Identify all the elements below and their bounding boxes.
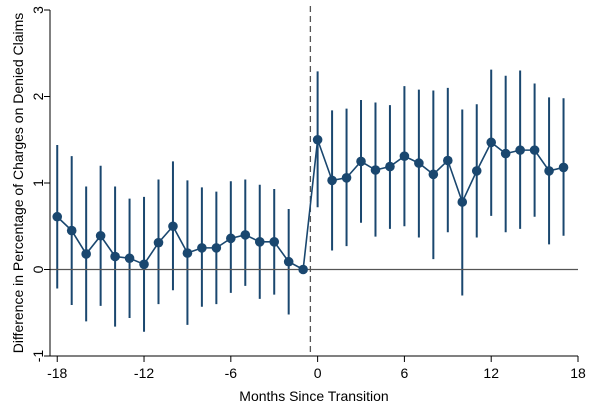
data-point (197, 243, 207, 253)
data-point (500, 148, 511, 159)
x-tick-label: -18 (47, 365, 67, 381)
data-point (298, 264, 308, 275)
y-tick-label: 2 (30, 92, 46, 100)
data-point (341, 173, 352, 183)
data-point (124, 253, 135, 264)
y-tick-label: 1 (30, 179, 46, 187)
data-point (95, 230, 106, 241)
data-point (327, 175, 337, 186)
data-point (399, 151, 410, 161)
data-point (312, 134, 323, 145)
x-tick-label: 12 (483, 365, 499, 381)
data-point (182, 248, 193, 258)
data-point (168, 221, 178, 232)
data-point (457, 197, 468, 207)
data-point (254, 237, 265, 247)
data-point (471, 166, 482, 176)
x-axis-title: Months Since Transition (239, 388, 388, 404)
data-point (153, 237, 164, 248)
data-point (211, 243, 222, 253)
data-point (283, 256, 294, 267)
reference-lines-layer (50, 6, 578, 356)
data-point (486, 137, 497, 148)
data-point (428, 169, 439, 180)
data-point (515, 145, 525, 155)
data-point (385, 161, 395, 172)
data-point (66, 225, 77, 236)
data-point (110, 251, 120, 262)
data-point (544, 166, 554, 176)
data-point (558, 162, 569, 173)
data-point (414, 158, 424, 168)
data-point (269, 237, 280, 247)
data-point (529, 145, 540, 155)
y-tick-label: 0 (30, 265, 46, 273)
x-tick-label: -12 (134, 365, 154, 381)
data-point (443, 155, 453, 166)
data-point (52, 211, 63, 222)
x-tick-label: -6 (225, 365, 238, 381)
y-tick-label: 3 (30, 6, 46, 14)
series-points-layer (52, 134, 569, 275)
x-tick-label: 18 (570, 365, 586, 381)
data-point (370, 165, 381, 175)
data-point (139, 259, 149, 270)
y-tick-label: -1 (30, 350, 46, 363)
data-point (81, 249, 91, 259)
data-point (356, 156, 366, 167)
x-tick-label: 0 (314, 365, 322, 381)
data-point (226, 233, 236, 244)
x-tick-label: 6 (401, 365, 409, 381)
data-point (240, 230, 251, 240)
y-axis-title: Difference in Percentage of Charges on D… (10, 13, 26, 354)
